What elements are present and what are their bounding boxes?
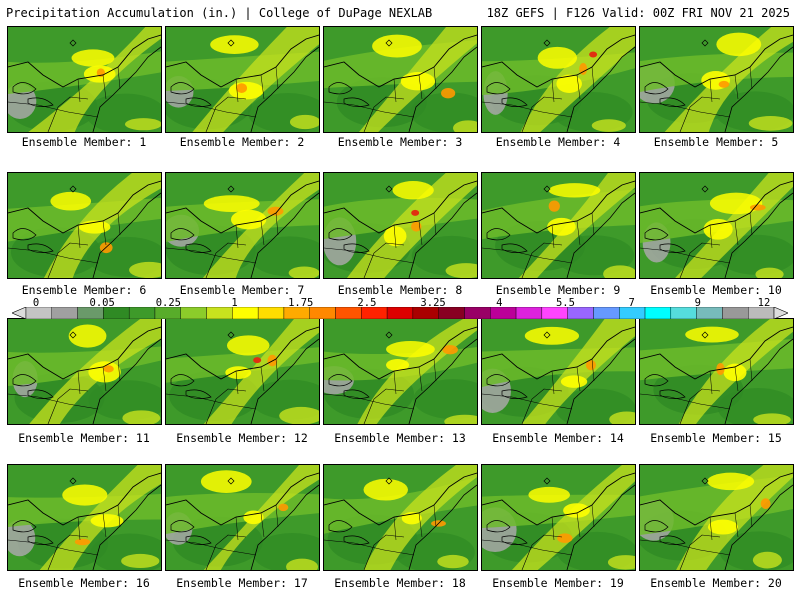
member-label: Ensemble Member: 18 — [334, 576, 466, 590]
colorbar-swatch — [12, 307, 27, 319]
member-label: Ensemble Member: 14 — [492, 431, 624, 445]
member-label: Ensemble Member: 3 — [337, 135, 463, 149]
precip-map — [482, 173, 635, 278]
ensemble-member-map — [481, 172, 636, 279]
member-label: Ensemble Member: 15 — [650, 431, 782, 445]
colorbar-tick-label: 7 — [628, 297, 635, 309]
precip-map — [640, 27, 793, 132]
ensemble-member-map — [7, 464, 162, 571]
precip-map — [324, 173, 477, 278]
ensemble-member-map — [323, 464, 478, 571]
member-label: Ensemble Member: 2 — [179, 135, 305, 149]
colorbar-tick-label: 4 — [496, 297, 503, 309]
precip-map — [166, 465, 319, 570]
page-title: Precipitation Accumulation (in.) | Colle… — [6, 6, 433, 20]
colorbar-swatch — [309, 307, 336, 319]
member-label: Ensemble Member: 19 — [492, 576, 624, 590]
member-label: Ensemble Member: 9 — [495, 283, 621, 297]
ensemble-member-map — [481, 318, 636, 425]
colorbar-swatch — [593, 307, 620, 319]
member-label: Ensemble Member: 4 — [495, 135, 621, 149]
member-label: Ensemble Member: 12 — [176, 431, 308, 445]
run-info: 18Z GEFS | F126 Valid: 00Z FRI NOV 21 20… — [486, 6, 790, 20]
colorbar-swatch — [386, 307, 414, 319]
member-label: Ensemble Member: 1 — [21, 135, 147, 149]
precip-map — [482, 465, 635, 570]
colorbar-swatch — [128, 307, 156, 319]
colorbar-swatch — [257, 307, 285, 319]
member-label: Ensemble Member: 16 — [18, 576, 150, 590]
precip-map — [482, 27, 635, 132]
ensemble-member-map — [481, 26, 636, 133]
colorbar-swatch — [722, 307, 749, 319]
colorbar-swatch — [644, 307, 672, 319]
precip-map — [166, 27, 319, 132]
ensemble-member-map — [323, 26, 478, 133]
precip-map — [8, 27, 161, 132]
member-label: Ensemble Member: 10 — [650, 283, 782, 297]
ensemble-member-map — [639, 464, 794, 571]
member-label: Ensemble Member: 6 — [21, 283, 147, 297]
ensemble-member-map — [639, 26, 794, 133]
ensemble-member-map — [639, 318, 794, 425]
member-label: Ensemble Member: 5 — [653, 135, 779, 149]
colorbar-tick-label: 1.75 — [288, 297, 314, 309]
ensemble-member-map — [165, 318, 320, 425]
ensemble-member-map — [7, 172, 162, 279]
precip-map — [640, 173, 793, 278]
colorbar-swatch — [206, 307, 233, 319]
colorbar-tick-label: 12 — [757, 297, 771, 309]
ensemble-member-map — [323, 318, 478, 425]
precip-map — [166, 319, 319, 424]
precip-map — [166, 173, 319, 278]
precip-map — [640, 465, 793, 570]
colorbar-tick-label: 9 — [694, 297, 701, 309]
colorbar-tick-label: 2.5 — [357, 297, 377, 309]
ensemble-member-map — [165, 464, 320, 571]
member-label: Ensemble Member: 20 — [650, 576, 782, 590]
colorbar-swatch — [670, 307, 697, 319]
precip-map — [8, 173, 161, 278]
precip-map — [324, 465, 477, 570]
precip-map — [324, 319, 477, 424]
colorbar — [12, 307, 788, 319]
precip-map — [8, 319, 161, 424]
colorbar-swatch — [51, 307, 78, 319]
colorbar-swatch — [490, 307, 517, 319]
precip-map — [8, 465, 161, 570]
colorbar-swatch — [180, 307, 207, 319]
ensemble-member-map — [165, 172, 320, 279]
colorbar-swatch — [515, 307, 543, 319]
member-label: Ensemble Member: 8 — [337, 283, 463, 297]
member-label: Ensemble Member: 17 — [176, 576, 308, 590]
member-label: Ensemble Member: 11 — [18, 431, 150, 445]
precip-map — [482, 319, 635, 424]
ensemble-member-map — [7, 26, 162, 133]
colorbar-tick-label: 5.5 — [555, 297, 575, 309]
member-label: Ensemble Member: 7 — [179, 283, 305, 297]
colorbar-tick-label: 3.25 — [420, 297, 446, 309]
colorbar-tick-label: 0 — [32, 297, 40, 309]
ensemble-member-map — [165, 26, 320, 133]
colorbar-tick-label: 0.25 — [155, 297, 182, 309]
precip-map — [324, 27, 477, 132]
member-label: Ensemble Member: 13 — [334, 431, 466, 445]
colorbar-swatch — [773, 307, 788, 319]
ensemble-member-map — [7, 318, 162, 425]
ensemble-member-map — [481, 464, 636, 571]
ensemble-member-map — [639, 172, 794, 279]
precip-map — [640, 319, 793, 424]
colorbar-tick-label: 1 — [231, 297, 238, 309]
colorbar-swatch — [464, 307, 491, 319]
ensemble-member-map — [323, 172, 478, 279]
colorbar-tick-label: 0.05 — [89, 297, 115, 309]
